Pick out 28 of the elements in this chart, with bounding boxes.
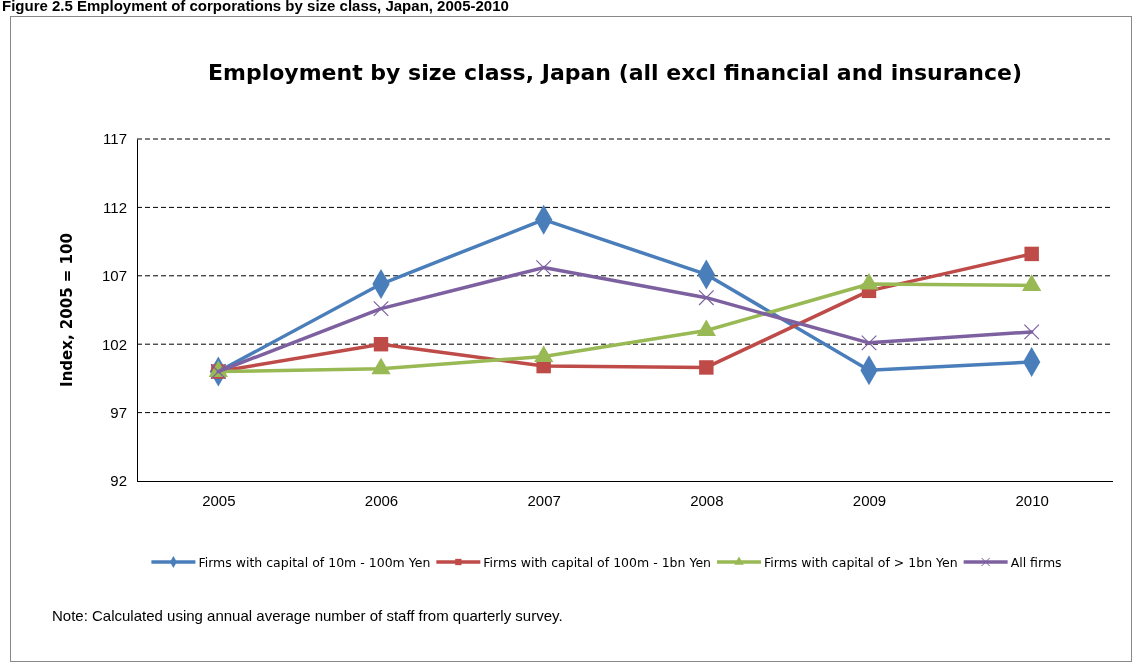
legend-label: Firms with capital of 100m - 1bn Yen [483,554,712,570]
point [373,300,389,317]
legend-label: Firms with capital of 10m - 100m Yen [198,554,431,570]
x-tick-label: 2007 [527,491,561,509]
y-tick-label: 97 [110,403,127,421]
caption: Figure 2.5 Employment of corporations by size class, Japan, 2005-2010 [2,0,509,14]
text: Note: Calculated using annual average number of staff from quarterly survey. [52,607,563,624]
x-tick-label: 2006 [364,491,399,509]
point [698,289,715,306]
legend-label: Firms with capital of > 1bn Yen [764,554,958,570]
point [861,334,877,351]
chart-title: Employment by size class, Japan (all excl financial and insurance) [207,60,1023,85]
x-tick-label: 2010 [1015,491,1049,509]
y-tick-label: 102 [101,335,127,353]
y-tick-label: 117 [103,130,127,148]
legend-label: All firms [1010,554,1062,570]
point [699,360,714,375]
y-axis-title: Index, 2005 = 100 [58,233,76,387]
y-tick-label: 112 [103,198,127,216]
point [373,336,389,352]
point [1023,324,1040,340]
x-tick-label: 2009 [852,491,887,509]
point [1024,246,1039,262]
y-tick-label: 92 [110,472,127,490]
x-tick-label: 2005 [202,491,236,509]
y-tick-label: 107 [101,267,127,285]
point [535,259,552,276]
x-tick-label: 2008 [690,491,724,509]
